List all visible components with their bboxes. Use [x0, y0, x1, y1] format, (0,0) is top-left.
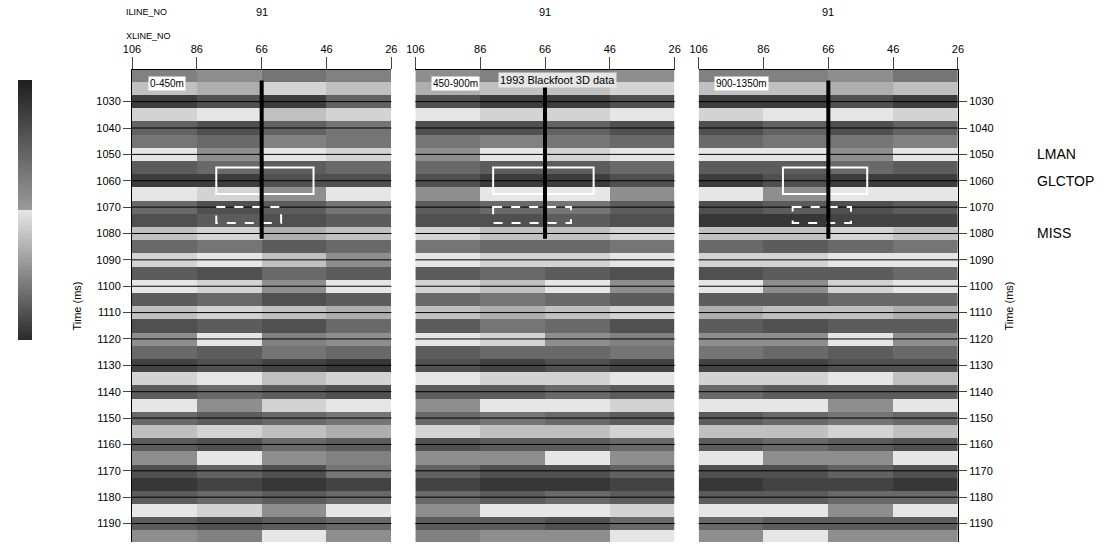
svg-text:91: 91: [539, 6, 551, 18]
svg-text:450-900m: 450-900m: [433, 78, 478, 89]
svg-text:1130: 1130: [969, 359, 993, 371]
svg-text:46: 46: [887, 43, 899, 55]
svg-text:1060: 1060: [96, 175, 120, 187]
svg-text:1080: 1080: [969, 227, 993, 239]
svg-text:GLCTOP: GLCTOP: [1037, 173, 1094, 189]
svg-text:1160: 1160: [969, 438, 993, 450]
svg-text:1040: 1040: [969, 122, 993, 134]
svg-text:1180: 1180: [969, 491, 993, 503]
svg-text:106: 106: [689, 43, 707, 55]
svg-text:1130: 1130: [97, 359, 121, 371]
svg-text:1190: 1190: [97, 517, 121, 529]
svg-text:66: 66: [822, 43, 834, 55]
svg-text:66: 66: [256, 43, 268, 55]
svg-text:1090: 1090: [96, 254, 120, 266]
svg-text:46: 46: [320, 43, 332, 55]
svg-text:1110: 1110: [969, 306, 992, 318]
svg-text:0-450m: 0-450m: [150, 78, 184, 89]
svg-text:86: 86: [191, 43, 203, 55]
svg-text:1140: 1140: [969, 386, 993, 398]
svg-text:26: 26: [952, 43, 964, 55]
svg-text:1150: 1150: [97, 412, 121, 424]
svg-text:86: 86: [757, 43, 769, 55]
svg-text:1120: 1120: [969, 333, 993, 345]
svg-text:1100: 1100: [969, 280, 993, 292]
svg-text:1080: 1080: [96, 227, 120, 239]
svg-text:46: 46: [604, 43, 616, 55]
svg-text:66: 66: [539, 43, 551, 55]
svg-text:XLINE_NO: XLINE_NO: [126, 31, 171, 41]
svg-text:1030: 1030: [96, 95, 120, 107]
svg-text:LMAN: LMAN: [1037, 146, 1076, 162]
svg-text:900-1350m: 900-1350m: [716, 78, 767, 89]
svg-text:Time (ms): Time (ms): [71, 281, 83, 330]
svg-text:MISS: MISS: [1037, 225, 1071, 241]
svg-text:1090: 1090: [969, 254, 993, 266]
svg-text:26: 26: [669, 43, 681, 55]
svg-text:1170: 1170: [97, 465, 121, 477]
svg-text:Time (ms): Time (ms): [1003, 281, 1015, 330]
svg-text:1150: 1150: [969, 412, 993, 424]
svg-text:1030: 1030: [969, 95, 993, 107]
svg-text:1140: 1140: [97, 386, 121, 398]
svg-text:1050: 1050: [969, 148, 993, 160]
svg-text:1060: 1060: [969, 175, 993, 187]
svg-text:106: 106: [123, 43, 141, 55]
svg-text:106: 106: [406, 43, 424, 55]
svg-text:1070: 1070: [96, 201, 120, 213]
svg-text:1070: 1070: [969, 201, 993, 213]
svg-text:26: 26: [385, 43, 397, 55]
svg-text:1993 Blackfoot 3D data: 1993 Blackfoot 3D data: [500, 74, 615, 86]
svg-text:1110: 1110: [98, 306, 121, 318]
svg-text:1170: 1170: [969, 465, 993, 477]
svg-text:91: 91: [256, 6, 268, 18]
svg-text:1040: 1040: [96, 122, 120, 134]
svg-text:ILINE_NO: ILINE_NO: [126, 7, 167, 17]
svg-text:1120: 1120: [97, 333, 121, 345]
svg-text:1180: 1180: [97, 491, 121, 503]
svg-text:1160: 1160: [97, 438, 121, 450]
svg-text:1100: 1100: [97, 280, 121, 292]
svg-text:1190: 1190: [969, 517, 993, 529]
svg-text:86: 86: [474, 43, 486, 55]
svg-text:91: 91: [822, 6, 834, 18]
svg-text:1050: 1050: [96, 148, 120, 160]
